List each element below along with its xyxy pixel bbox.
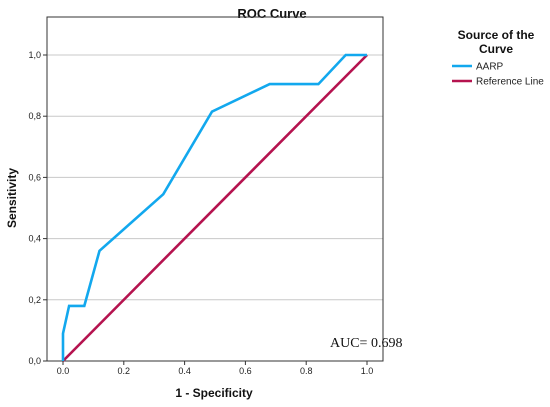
- y-tick-label: 0,2: [28, 295, 41, 305]
- y-tick-label: 1,0: [28, 50, 41, 60]
- legend-label-aarp: AARP: [476, 62, 504, 73]
- x-axis-ticks: 0.0 0.2 0.4 0.6 0.8 1.0: [57, 361, 374, 376]
- y-tick-label: 0,6: [28, 172, 41, 182]
- x-axis-label: 1 - Specificity: [175, 386, 253, 400]
- legend-title-line2: Curve: [479, 42, 513, 56]
- legend-label-reference-line: Reference Line: [476, 77, 544, 88]
- x-tick-label: 0.4: [178, 366, 191, 376]
- x-tick-label: 0.6: [239, 366, 252, 376]
- series-group: [61, 53, 368, 362]
- x-tick-label: 0.2: [118, 366, 131, 376]
- grid-lines: [47, 54, 383, 301]
- plot-area-frame: [46, 16, 384, 362]
- x-tick-label: 0.8: [300, 366, 313, 376]
- y-tick-label: 0,8: [28, 111, 41, 121]
- legend-items: AARP Reference Line: [452, 62, 544, 88]
- x-tick-label: 0.0: [57, 366, 70, 376]
- auc-annotation: AUC= 0.698: [330, 336, 402, 351]
- y-axis-label: Sensitivity: [5, 168, 19, 228]
- y-tick-label: 0,4: [28, 234, 41, 244]
- x-tick-label: 1.0: [361, 366, 374, 376]
- y-axis-ticks: 0,0 0,2 0,4 0,6 0,8 1,0: [28, 50, 47, 366]
- legend-title-line1: Source of the: [458, 28, 535, 42]
- series-line-reference-line: [62, 54, 368, 362]
- y-tick-label: 0,0: [28, 356, 41, 366]
- series-line-aarp: [61, 53, 367, 361]
- legend: Source of the Curve AARP Reference Line: [452, 28, 544, 88]
- chart-title: ROC Curve: [237, 6, 306, 21]
